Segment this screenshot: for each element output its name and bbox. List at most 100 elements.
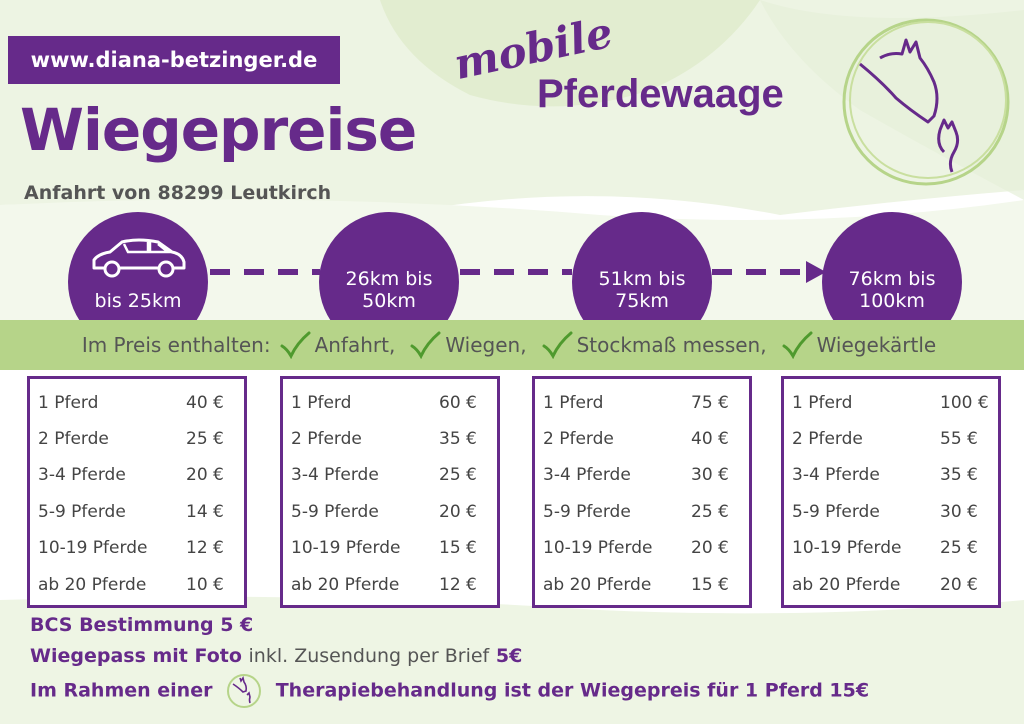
price-row-price: 75 € <box>691 393 729 413</box>
price-row: 5-9 Pferde 25 € <box>543 502 741 532</box>
price-row-name: 10-19 Pferde <box>291 538 401 558</box>
therapy-note: Im Rahmen einer Therapiebehandlung ist d… <box>30 672 869 710</box>
price-row: 1 Pferd 100 € <box>792 393 990 423</box>
price-row-name: 3-4 Pferde <box>38 465 126 485</box>
price-row-price: 20 € <box>439 502 477 522</box>
price-row-price: 12 € <box>439 575 477 595</box>
wiegepass-note: Wiegepass mit Foto inkl. Zusendung per B… <box>30 645 522 667</box>
price-row-name: 3-4 Pferde <box>792 465 880 485</box>
price-row: 3-4 Pferde 30 € <box>543 465 741 495</box>
price-table-1: 1 Pferd 40 € 2 Pferde 25 € 3-4 Pferde 20 € … <box>27 376 247 608</box>
therapy-text-b: Therapiebehandlung ist der Wiegepreis fü… <box>275 679 870 702</box>
price-row-price: 30 € <box>691 465 729 485</box>
price-table-3: 1 Pferd 75 € 2 Pferde 40 € 3-4 Pferde 30 € … <box>532 376 752 608</box>
included-line: Im Preis enthalten: Anfahrt, Wiegen, Sto… <box>0 320 1024 370</box>
price-row-name: ab 20 Pferde <box>792 575 901 595</box>
price-row-price: 35 € <box>439 429 477 449</box>
included-item: Wiegekärtle <box>773 331 937 359</box>
price-row-price: 20 € <box>186 465 224 485</box>
price-row: 2 Pferde 55 € <box>792 429 990 459</box>
zone-label: bis 25km <box>94 290 182 312</box>
price-row-name: 5-9 Pferde <box>38 502 126 522</box>
horse-logo-small-icon <box>227 674 262 708</box>
zone-label: 76km bis 100km <box>848 268 936 312</box>
price-row-price: 40 € <box>691 429 729 449</box>
price-row-price: 25 € <box>940 538 978 558</box>
price-row: 5-9 Pferde 20 € <box>291 502 489 532</box>
price-row-name: 1 Pferd <box>543 393 604 413</box>
price-row: 1 Pferd 40 € <box>38 393 236 423</box>
price-row: ab 20 Pferde 15 € <box>543 575 741 605</box>
price-row-name: 2 Pferde <box>291 429 362 449</box>
car-icon <box>92 238 186 278</box>
price-row: 10-19 Pferde 15 € <box>291 538 489 568</box>
price-row-price: 20 € <box>940 575 978 595</box>
included-item-label: Stockmaß messen, <box>576 333 767 357</box>
price-row: 5-9 Pferde 30 € <box>792 502 990 532</box>
price-row-price: 100 € <box>940 393 989 413</box>
included-item-label: Wiegekärtle <box>816 333 937 357</box>
price-row-name: 10-19 Pferde <box>38 538 148 558</box>
checkmark-icon <box>410 331 441 359</box>
price-row-price: 15 € <box>691 575 729 595</box>
price-row: 2 Pferde 40 € <box>543 429 741 459</box>
included-item-label: Anfahrt, <box>314 333 396 357</box>
price-row-name: ab 20 Pferde <box>543 575 652 595</box>
zone-label: 26km bis 50km <box>345 268 433 312</box>
price-row-name: 10-19 Pferde <box>543 538 653 558</box>
price-row-name: 2 Pferde <box>792 429 863 449</box>
price-row-price: 14 € <box>186 502 224 522</box>
price-row-price: 25 € <box>691 502 729 522</box>
wiegepass-detail: inkl. Zusendung per Brief <box>248 645 490 667</box>
wiegepass-price: 5€ <box>495 645 523 667</box>
price-row-price: 55 € <box>940 429 978 449</box>
price-row-name: 3-4 Pferde <box>291 465 379 485</box>
price-row-name: 5-9 Pferde <box>792 502 880 522</box>
price-row: ab 20 Pferde 12 € <box>291 575 489 605</box>
price-row: 1 Pferd 75 € <box>543 393 741 423</box>
included-item: Wiegen, <box>401 331 527 359</box>
price-row: ab 20 Pferde 10 € <box>38 575 236 605</box>
route-dashes <box>210 261 826 283</box>
wiegepass-title: Wiegepass mit Foto <box>30 645 242 667</box>
price-row-price: 40 € <box>186 393 224 413</box>
price-row: 10-19 Pferde 20 € <box>543 538 741 568</box>
price-row-name: ab 20 Pferde <box>291 575 400 595</box>
price-row: 3-4 Pferde 20 € <box>38 465 236 495</box>
price-row-name: 10-19 Pferde <box>792 538 902 558</box>
therapy-text-a: Im Rahmen einer <box>30 679 213 702</box>
zone-label: 51km bis 75km <box>598 268 686 312</box>
price-row-name: 1 Pferd <box>291 393 352 413</box>
price-table-4: 1 Pferd 100 € 2 Pferde 55 € 3-4 Pferde 35 €… <box>781 376 1001 608</box>
price-row: 1 Pferd 60 € <box>291 393 489 423</box>
page-subtitle: Anfahrt von 88299 Leutkirch <box>24 182 332 204</box>
price-row-price: 60 € <box>439 393 477 413</box>
price-row: ab 20 Pferde 20 € <box>792 575 990 605</box>
price-row: 10-19 Pferde 25 € <box>792 538 990 568</box>
price-row: 2 Pferde 35 € <box>291 429 489 459</box>
price-row-name: 5-9 Pferde <box>543 502 631 522</box>
price-row-name: 2 Pferde <box>38 429 109 449</box>
checkmark-icon <box>542 331 573 359</box>
horse-logo <box>842 18 1010 186</box>
included-band <box>0 320 1024 370</box>
included-item: Anfahrt, <box>271 331 396 359</box>
checkmark-icon <box>782 331 813 359</box>
price-row: 3-4 Pferde 25 € <box>291 465 489 495</box>
price-row-name: 1 Pferd <box>792 393 853 413</box>
price-row-price: 35 € <box>940 465 978 485</box>
price-row-price: 12 € <box>186 538 224 558</box>
price-row-price: 25 € <box>439 465 477 485</box>
page-title: Wiegepreise <box>20 96 417 164</box>
bcs-note: BCS Bestimmung 5 € <box>30 614 254 636</box>
price-row-name: ab 20 Pferde <box>38 575 147 595</box>
price-row-name: 5-9 Pferde <box>291 502 379 522</box>
price-row-price: 10 € <box>186 575 224 595</box>
price-row-price: 15 € <box>439 538 477 558</box>
included-item-label: Wiegen, <box>445 333 527 357</box>
price-row-price: 30 € <box>940 502 978 522</box>
website-url[interactable]: www.diana-betzinger.de <box>8 36 340 84</box>
price-row: 10-19 Pferde 12 € <box>38 538 236 568</box>
price-table-2: 1 Pferd 60 € 2 Pferde 35 € 3-4 Pferde 25 € … <box>280 376 500 608</box>
price-row: 3-4 Pferde 35 € <box>792 465 990 495</box>
